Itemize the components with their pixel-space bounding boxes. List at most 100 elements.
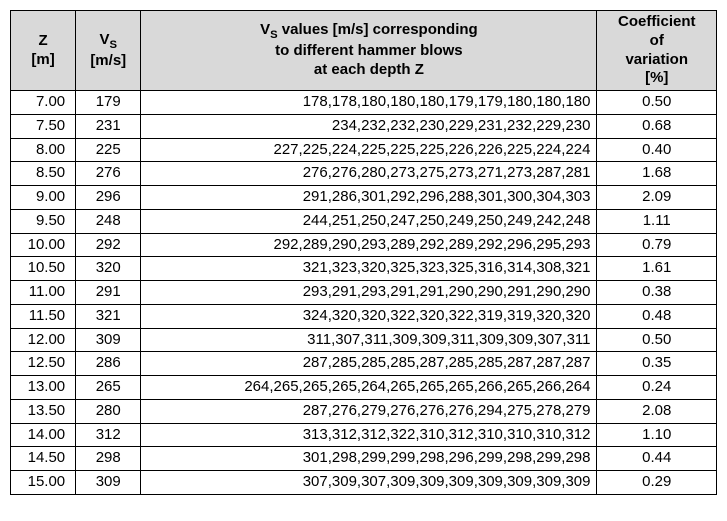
cell-vs: 231 [76, 114, 141, 138]
col-header-cv: Coefficient of variation [%] [597, 11, 717, 91]
cell-vs: 292 [76, 233, 141, 257]
cell-cv: 1.61 [597, 257, 717, 281]
table-row: 9.50248244,251,250,247,250,249,250,249,2… [11, 209, 717, 233]
cell-cv: 0.68 [597, 114, 717, 138]
cell-vs: 309 [76, 328, 141, 352]
cell-cv: 0.35 [597, 352, 717, 376]
cell-vs: 225 [76, 138, 141, 162]
cell-z: 11.50 [11, 304, 76, 328]
cell-z: 13.00 [11, 376, 76, 400]
header-values-line2: to different hammer blows [275, 42, 463, 59]
cell-z: 15.00 [11, 471, 76, 495]
table-row: 10.50320321,323,320,325,323,325,316,314,… [11, 257, 717, 281]
table-row: 12.50286287,285,285,285,287,285,285,287,… [11, 352, 717, 376]
cell-cv: 0.40 [597, 138, 717, 162]
table-row: 11.00291293,291,293,291,291,290,290,291,… [11, 281, 717, 305]
cell-values: 311,307,311,309,309,311,309,309,307,311 [141, 328, 597, 352]
table-row: 13.00265264,265,265,265,264,265,265,265,… [11, 376, 717, 400]
cell-z: 7.00 [11, 91, 76, 115]
cell-values: 276,276,280,273,275,273,271,273,287,281 [141, 162, 597, 186]
cell-values: 292,289,290,293,289,292,289,292,296,295,… [141, 233, 597, 257]
cell-z: 10.50 [11, 257, 76, 281]
header-values-prefix: V [260, 21, 270, 38]
table-body: 7.00179178,178,180,180,180,179,179,180,1… [11, 91, 717, 495]
cell-vs: 286 [76, 352, 141, 376]
cell-vs: 179 [76, 91, 141, 115]
cell-vs: 265 [76, 376, 141, 400]
cell-vs: 276 [76, 162, 141, 186]
cell-vs: 280 [76, 399, 141, 423]
cell-values: 244,251,250,247,250,249,250,249,242,248 [141, 209, 597, 233]
cell-values: 178,178,180,180,180,179,179,180,180,180 [141, 91, 597, 115]
col-header-z: Z [m] [11, 11, 76, 91]
cell-z: 7.50 [11, 114, 76, 138]
cell-z: 9.50 [11, 209, 76, 233]
cell-cv: 1.11 [597, 209, 717, 233]
col-header-vs: VS [m/s] [76, 11, 141, 91]
header-vs-prefix: V [99, 31, 109, 48]
table-row: 8.50276276,276,280,273,275,273,271,273,2… [11, 162, 717, 186]
col-header-values: VS values [m/s] corresponding to differe… [141, 11, 597, 91]
cell-z: 8.50 [11, 162, 76, 186]
header-z-line1: Z [m] [31, 32, 54, 68]
header-cv-line3: variation [625, 51, 688, 68]
cell-z: 11.00 [11, 281, 76, 305]
cell-cv: 0.24 [597, 376, 717, 400]
header-values-line1-rest: values [m/s] corresponding [278, 21, 478, 38]
header-values-line3: at each depth Z [314, 61, 424, 78]
table-row: 7.50231234,232,232,230,229,231,232,229,2… [11, 114, 717, 138]
table-row: 7.00179178,178,180,180,180,179,179,180,1… [11, 91, 717, 115]
cell-cv: 0.48 [597, 304, 717, 328]
header-vs-sub: S [109, 39, 117, 51]
cell-vs: 321 [76, 304, 141, 328]
cell-z: 13.50 [11, 399, 76, 423]
cell-z: 8.00 [11, 138, 76, 162]
cell-values: 264,265,265,265,264,265,265,265,266,265,… [141, 376, 597, 400]
table-header: Z [m] VS [m/s] VS values [m/s] correspon… [11, 11, 717, 91]
vs-data-table: Z [m] VS [m/s] VS values [m/s] correspon… [10, 10, 717, 495]
cell-cv: 2.09 [597, 186, 717, 210]
table-row: 14.50298301,298,299,299,298,296,299,298,… [11, 447, 717, 471]
cell-values: 287,285,285,285,287,285,285,287,287,287 [141, 352, 597, 376]
cell-values: 324,320,320,322,320,322,319,319,320,320 [141, 304, 597, 328]
cell-values: 227,225,224,225,225,225,226,226,225,224,… [141, 138, 597, 162]
header-cv-line4: [%] [645, 69, 668, 86]
cell-z: 10.00 [11, 233, 76, 257]
cell-vs: 312 [76, 423, 141, 447]
cell-z: 9.00 [11, 186, 76, 210]
table-row: 13.50280287,276,279,276,276,276,294,275,… [11, 399, 717, 423]
cell-values: 313,312,312,322,310,312,310,310,310,312 [141, 423, 597, 447]
table-row: 10.00292292,289,290,293,289,292,289,292,… [11, 233, 717, 257]
cell-cv: 1.68 [597, 162, 717, 186]
header-cv-line2: of [650, 32, 664, 49]
table-row: 11.50321324,320,320,322,320,322,319,319,… [11, 304, 717, 328]
header-vs-suffix: [m/s] [90, 52, 126, 69]
cell-cv: 0.79 [597, 233, 717, 257]
cell-z: 14.50 [11, 447, 76, 471]
table-row: 9.00296291,286,301,292,296,288,301,300,3… [11, 186, 717, 210]
cell-cv: 0.44 [597, 447, 717, 471]
cell-z: 12.50 [11, 352, 76, 376]
table-row: 14.00312313,312,312,322,310,312,310,310,… [11, 423, 717, 447]
cell-vs: 291 [76, 281, 141, 305]
table-row: 15.00309307,309,307,309,309,309,309,309,… [11, 471, 717, 495]
cell-cv: 0.38 [597, 281, 717, 305]
cell-vs: 298 [76, 447, 141, 471]
cell-vs: 309 [76, 471, 141, 495]
table-row: 8.00225227,225,224,225,225,225,226,226,2… [11, 138, 717, 162]
cell-values: 234,232,232,230,229,231,232,229,230 [141, 114, 597, 138]
header-cv-line1: Coefficient [618, 13, 696, 30]
cell-vs: 320 [76, 257, 141, 281]
cell-values: 293,291,293,291,291,290,290,291,290,290 [141, 281, 597, 305]
cell-values: 301,298,299,299,298,296,299,298,299,298 [141, 447, 597, 471]
cell-vs: 248 [76, 209, 141, 233]
cell-cv: 0.50 [597, 328, 717, 352]
cell-values: 287,276,279,276,276,276,294,275,278,279 [141, 399, 597, 423]
cell-z: 12.00 [11, 328, 76, 352]
cell-cv: 2.08 [597, 399, 717, 423]
cell-values: 321,323,320,325,323,325,316,314,308,321 [141, 257, 597, 281]
cell-values: 307,309,307,309,309,309,309,309,309,309 [141, 471, 597, 495]
header-values-sub: S [270, 29, 278, 41]
cell-cv: 1.10 [597, 423, 717, 447]
table-row: 12.00309311,307,311,309,309,311,309,309,… [11, 328, 717, 352]
